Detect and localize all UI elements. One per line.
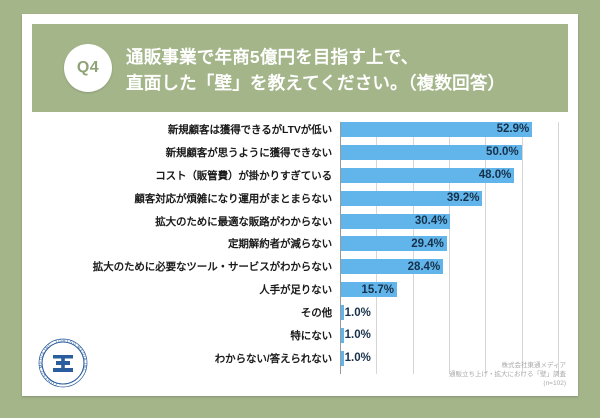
bar-container: 1.0% — [340, 324, 558, 347]
bar-container: 1.0% — [340, 347, 558, 370]
bar-row: 拡大のために最適な販路がわからない 30.4% — [32, 210, 568, 233]
gridline-50 — [521, 122, 523, 374]
bar: 1.0% — [340, 327, 371, 343]
bar-category-label: その他 — [300, 307, 332, 320]
bar: 50.0% — [340, 144, 522, 160]
bar-container: 29.4% — [340, 232, 558, 255]
bar-value-label: 52.9% — [496, 123, 530, 136]
gridline-60 — [558, 122, 559, 374]
bar-row: 拡大のために必要なツール・サービスがわからない 28.4% — [32, 255, 568, 278]
bar-row: コスト（販管費）が掛かりすぎている 48.0% — [32, 164, 568, 187]
bar-row: 定期解約者が減らない 29.4% — [32, 232, 568, 255]
bar-category-label: 拡大のために最適な販路がわからない — [155, 215, 332, 228]
bar-category-label: わからない/答えられない — [214, 352, 332, 365]
question-number-label: Q4 — [76, 59, 100, 76]
bar: 1.0% — [340, 350, 371, 366]
bar: 15.7% — [340, 282, 398, 298]
bar-value-label: 39.2% — [446, 192, 480, 205]
bar-category-label: 新規顧客は獲得できるがLTVが低い — [167, 123, 332, 136]
bar-row: 人手が足りない 15.7% — [32, 278, 568, 301]
source-credit: 株式会社東通メディア 通販立ち上げ・拡大における「壁」調査 (n=102) — [449, 361, 566, 388]
bar: 52.9% — [340, 121, 533, 137]
bar: 28.4% — [340, 259, 444, 275]
bar: 1.0% — [340, 305, 371, 321]
bar-container: 52.9% — [340, 118, 558, 141]
bar: 30.4% — [340, 213, 451, 229]
bar-value-label: 30.4% — [414, 215, 448, 227]
bar-container: 28.4% — [340, 255, 558, 278]
bar-value-label: 1.0% — [344, 329, 371, 342]
question-title-line-2: 直面した「壁」を教えてください。（複数回答） — [126, 73, 506, 93]
bar-value-label: 48.0% — [478, 169, 512, 182]
question-title: 通販事業で年商5億円を目指す上で、 直面した「壁」を教えてください。（複数回答） — [126, 44, 556, 96]
seal-icon: TOHTSU MEDIA INC. TOHTSU MEDIA INC. — [38, 338, 87, 388]
bar-category-label: 拡大のために必要なツール・サービスがわからない — [92, 261, 332, 274]
value-axis — [340, 122, 341, 374]
bar-row: わからない/答えられない 1.0% — [32, 347, 568, 370]
bar-category-label: 顧客対応が煩雑になり運用がまとまらない — [134, 192, 332, 205]
bar-container: 30.4% — [340, 210, 558, 233]
bar-chart: 新規顧客は獲得できるがLTVが低い 52.9% 新規顧客が思うように獲得できない 50… — [32, 118, 568, 386]
question-header: Q4 通販事業で年商5億円を目指す上で、 直面した「壁」を教えてください。（複数… — [32, 24, 568, 112]
bar-category-label: 新規顧客が思うように獲得できない — [165, 146, 333, 159]
bar-container: 15.7% — [340, 278, 558, 301]
bar-row: 新規顧客が思うように獲得できない 50.0% — [32, 141, 568, 164]
company-seal-logo: TOHTSU MEDIA INC. TOHTSU MEDIA INC. — [36, 336, 90, 390]
bar-rows: 新規顧客は獲得できるがLTVが低い 52.9% 新規顧客が思うように獲得できない 50… — [32, 118, 568, 370]
bar-container: 48.0% — [340, 164, 558, 187]
bar-value-label: 1.0% — [344, 306, 371, 319]
gridline-40 — [485, 122, 487, 374]
bar-value-label: 15.7% — [361, 283, 395, 296]
bar-container: 50.0% — [340, 141, 558, 164]
bar-row: 顧客対応が煩雑になり運用がまとまらない 39.2% — [32, 187, 568, 210]
bar: 39.2% — [340, 190, 483, 206]
bar-value-label: 1.0% — [344, 352, 371, 365]
bar-value-label: 28.4% — [407, 260, 441, 273]
bar-row: その他 1.0% — [32, 301, 568, 324]
gridline-30 — [449, 122, 450, 374]
bar-container: 1.0% — [340, 301, 558, 324]
bar-category-label: 人手が足りない — [259, 284, 332, 297]
report-card: Q4 通販事業で年商5億円を目指す上で、 直面した「壁」を教えてください。（複数… — [22, 14, 578, 396]
sample-size: (n=102) — [543, 380, 566, 387]
bar-row: 特にない 1.0% — [32, 324, 568, 347]
bar-row: 新規顧客は獲得できるがLTVが低い 52.9% — [32, 118, 568, 141]
source-company: 株式会社東通メディア — [501, 362, 566, 369]
bar-value-label: 50.0% — [486, 146, 519, 159]
question-title-line-1: 通販事業で年商5億円を目指す上で、 — [126, 47, 419, 67]
bar-category-label: 定期解約者が減らない — [228, 238, 332, 251]
bar: 29.4% — [340, 236, 447, 252]
question-number-badge: Q4 — [64, 44, 112, 92]
bar-container: 39.2% — [340, 187, 558, 210]
bar-value-label: 29.4% — [411, 237, 444, 250]
bar-category-label: 特にない — [290, 329, 332, 342]
bar-category-label: コスト（販管費）が掛かりすぎている — [155, 169, 332, 182]
source-survey: 通販立ち上げ・拡大における「壁」調査 — [449, 371, 566, 378]
bar: 48.0% — [340, 167, 515, 183]
